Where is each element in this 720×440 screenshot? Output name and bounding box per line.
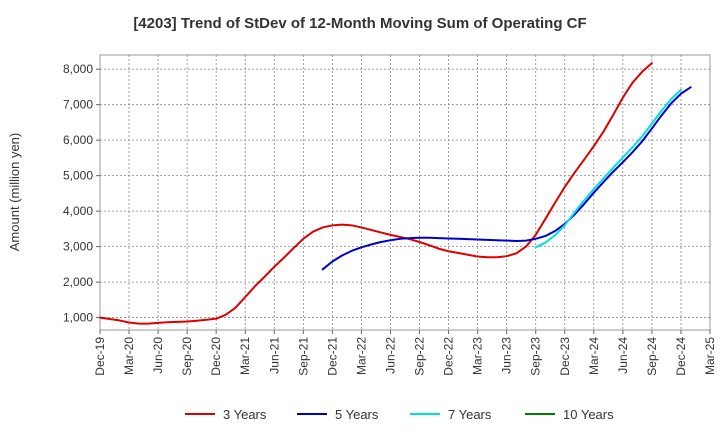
x-tick-label: Mar-23 bbox=[471, 337, 485, 375]
series-line-3-years bbox=[99, 62, 653, 325]
x-tick-label: Sep-24 bbox=[645, 337, 659, 376]
x-tick-label: Dec-21 bbox=[325, 337, 339, 376]
y-tick-label: 4,000 bbox=[63, 204, 93, 218]
y-tick-label: 2,000 bbox=[63, 275, 93, 289]
legend-label: 7 Years bbox=[448, 407, 492, 422]
legend-label: 10 Years bbox=[563, 407, 614, 422]
x-tick-label: Jun-20 bbox=[151, 337, 165, 374]
y-tick-label: 7,000 bbox=[63, 98, 93, 112]
x-tick-label: Mar-21 bbox=[238, 337, 252, 375]
legend-label: 5 Years bbox=[335, 407, 379, 422]
x-tick-label: Dec-22 bbox=[442, 337, 456, 376]
x-tick-label: Jun-22 bbox=[383, 337, 397, 374]
plot-area bbox=[99, 54, 711, 331]
x-tick-label: Jun-21 bbox=[267, 337, 281, 374]
y-axis-title: Amount (million yen) bbox=[7, 133, 22, 252]
series-lines bbox=[99, 62, 692, 325]
x-axis: Dec-19 Mar-20 Jun-20 Sep-20 Dec-20 Mar-21 Jun-… bbox=[93, 330, 717, 376]
plot-frame bbox=[99, 54, 711, 331]
legend-label: 3 Years bbox=[223, 407, 267, 422]
x-tick-label: Sep-22 bbox=[413, 337, 427, 376]
y-tick-label: 8,000 bbox=[63, 62, 93, 76]
series-line-5-years bbox=[321, 86, 692, 271]
x-tick-label: Mar-20 bbox=[122, 337, 136, 375]
x-tick-label: Dec-19 bbox=[93, 337, 107, 376]
y-axis: 1,000 2,000 3,000 4,000 5,000 6,000 7,000 8,000 bbox=[63, 62, 100, 325]
legend: 3 Years 5 Years 7 Years 10 Years bbox=[185, 407, 614, 422]
x-tick-label: Sep-20 bbox=[180, 337, 194, 376]
series-line-7-years bbox=[534, 88, 682, 249]
chart-title: [4203] Trend of StDev of 12-Month Moving… bbox=[133, 15, 586, 32]
y-tick-label: 6,000 bbox=[63, 133, 93, 147]
y-tick-label: 5,000 bbox=[63, 169, 93, 183]
x-tick-label: Jun-24 bbox=[616, 337, 630, 374]
x-tick-label: Sep-21 bbox=[296, 337, 310, 376]
x-tick-label: Dec-20 bbox=[209, 337, 223, 376]
x-tick-label: Dec-23 bbox=[558, 337, 572, 376]
x-tick-label: Mar-22 bbox=[354, 337, 368, 375]
x-tick-label: Dec-24 bbox=[674, 337, 688, 376]
y-tick-label: 1,000 bbox=[63, 311, 93, 325]
x-tick-label: Jun-23 bbox=[500, 337, 514, 374]
x-tick-label: Sep-23 bbox=[529, 337, 543, 376]
x-tick-label: Mar-25 bbox=[703, 337, 717, 375]
x-tick-label: Mar-24 bbox=[587, 337, 601, 375]
y-tick-label: 3,000 bbox=[63, 240, 93, 254]
